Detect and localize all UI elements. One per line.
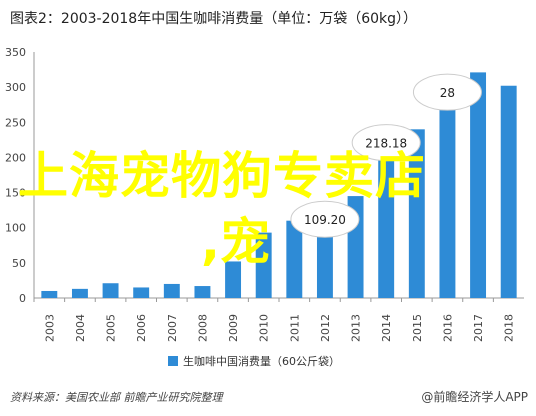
overlay-text-line1: 上海宠物狗专卖店 (18, 147, 426, 205)
bar (255, 232, 272, 298)
overlay-text-line2: ,宠 (201, 213, 270, 271)
bar (439, 94, 456, 299)
x-tick-label: 2015 (411, 314, 424, 342)
bar (71, 288, 88, 298)
data-callout-bubble (412, 73, 482, 111)
data-label: 28 (440, 86, 455, 100)
data-label: 218.18 (365, 137, 407, 151)
data-label: 109.20 (304, 213, 346, 227)
bar (194, 286, 211, 298)
x-tick-label: 2003 (43, 314, 56, 342)
x-tick-label: 2007 (166, 314, 179, 342)
x-tick-label: 2013 (350, 314, 363, 342)
y-tick-label: 100 (5, 222, 26, 235)
x-tick-label: 2018 (503, 314, 516, 342)
bar (500, 85, 517, 298)
x-tick-label: 2016 (441, 314, 454, 342)
brand-label: @前瞻经济学人APP (421, 390, 528, 404)
x-tick-label: 2005 (105, 314, 118, 342)
bar (41, 290, 58, 298)
x-tick-label: 2017 (472, 314, 485, 342)
bar (470, 72, 487, 298)
source-note: 资料来源：美国农业部 前瞻产业研究院整理 (10, 391, 223, 404)
x-tick-label: 2006 (135, 314, 148, 342)
y-tick-label: 250 (5, 116, 26, 129)
y-tick-label: 150 (5, 187, 26, 200)
y-tick-label: 0 (19, 292, 26, 305)
y-tick-label: 50 (12, 257, 26, 270)
y-tick-label: 350 (5, 46, 26, 59)
x-tick-label: 2011 (288, 314, 301, 342)
data-callout-bubble (351, 124, 421, 162)
bar (316, 221, 333, 298)
data-callout-bubble (290, 200, 360, 238)
y-tick-label: 300 (5, 81, 26, 94)
x-tick-label: 2010 (258, 314, 271, 342)
legend-swatch (168, 356, 178, 366)
x-tick-label: 2009 (227, 314, 240, 342)
y-tick-label: 200 (5, 151, 26, 164)
x-tick-label: 2004 (74, 314, 87, 342)
bar (102, 283, 119, 298)
bar (378, 144, 395, 298)
x-tick-label: 2008 (196, 314, 209, 342)
x-tick-label: 2014 (380, 314, 393, 342)
chart-title: 图表2：2003-2018年中国生咖啡消费量（单位：万袋（60kg）） (10, 11, 418, 27)
bar (163, 283, 180, 298)
legend-label: 生咖啡中国消费量（60公斤袋） (183, 355, 340, 368)
chart-legend: 生咖啡中国消费量（60公斤袋） (168, 353, 340, 369)
bar (225, 261, 242, 298)
bar (408, 129, 425, 298)
bar (133, 287, 150, 298)
bar (286, 220, 303, 298)
x-tick-label: 2012 (319, 314, 332, 342)
